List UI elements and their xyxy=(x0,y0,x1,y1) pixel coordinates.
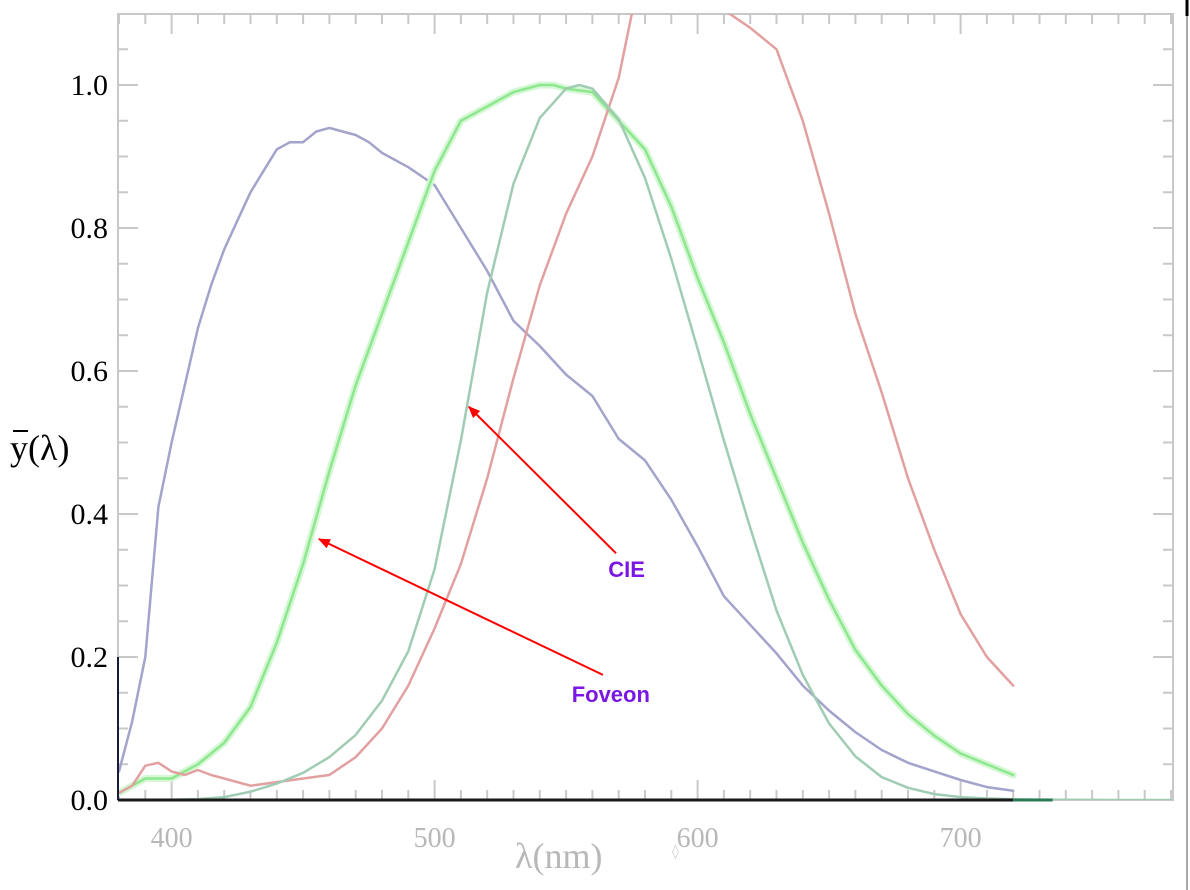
series-red-line xyxy=(118,14,1015,795)
y-tick-label: 0.4 xyxy=(71,498,109,531)
series-green-line xyxy=(118,83,1015,795)
axis-labels: 0.0 0.2 0.4 0.6 0.8 1.0 400 500 600 700 xyxy=(71,69,982,854)
x-tick-label: 400 xyxy=(151,823,193,854)
annotation-arrow xyxy=(468,406,617,555)
x-tick-label: 500 xyxy=(414,823,456,854)
annotation-label: Foveon xyxy=(572,682,650,707)
annotation-arrows: CIE Foveon xyxy=(317,406,650,707)
y-tick-label: 1.0 xyxy=(71,69,109,102)
y-axis-label: y(λ) xyxy=(10,428,69,468)
annotation-label: CIE xyxy=(608,557,645,582)
x-axis-label: λ(nm) xyxy=(515,836,602,876)
x-tick-label: 700 xyxy=(940,823,982,854)
y-tick-label: 0.6 xyxy=(71,355,109,388)
stray-axis-mark: ◊ xyxy=(672,844,679,860)
series-lines xyxy=(118,14,1173,800)
x-axis-baseline xyxy=(117,657,1053,802)
series-blue-line xyxy=(118,126,1015,792)
y-tick-label: 0.0 xyxy=(71,784,109,817)
x-tick-label: 600 xyxy=(677,823,719,854)
y-tick-label: 0.2 xyxy=(71,641,109,674)
annotation-arrow xyxy=(317,538,604,676)
y-tick-label: 0.8 xyxy=(71,212,109,245)
